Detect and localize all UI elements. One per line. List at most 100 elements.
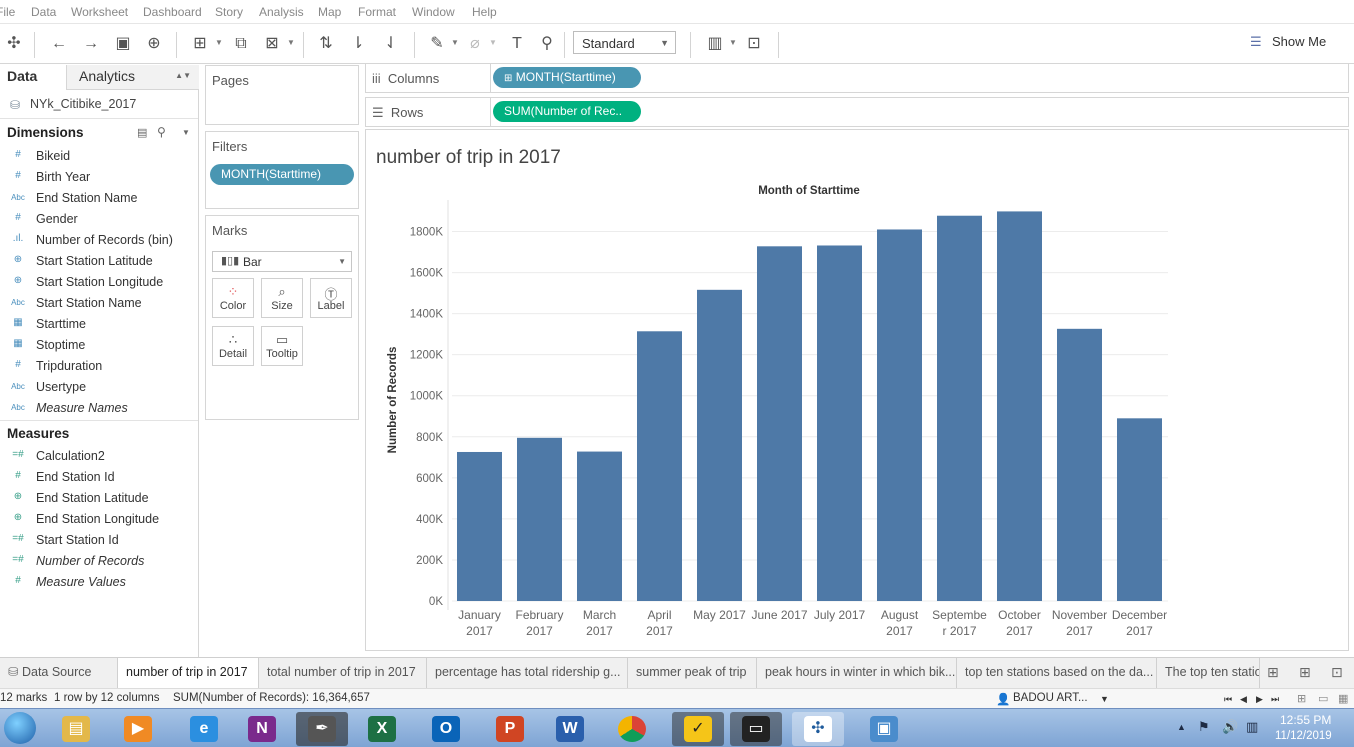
duplicate-sheet-icon[interactable]: ⧉ xyxy=(235,35,247,52)
field-item[interactable]: Abc Measure Names xyxy=(0,398,198,419)
bar[interactable] xyxy=(997,211,1042,601)
highlight-icon[interactable]: ✎ xyxy=(430,35,444,52)
taskbar-excel[interactable]: X xyxy=(356,712,408,746)
field-item[interactable]: ⊕ End Station Latitude xyxy=(0,488,198,509)
taskbar-norton[interactable]: ✓ xyxy=(672,712,724,746)
bar[interactable] xyxy=(757,246,802,601)
field-item[interactable]: .ıl. Number of Records (bin) xyxy=(0,230,198,251)
field-item[interactable]: # Birth Year xyxy=(0,167,198,188)
bar[interactable] xyxy=(1057,328,1102,601)
mark-type-select[interactable]: ▮▯▮ Bar ▼ xyxy=(212,251,352,272)
clear-sheet-icon[interactable]: ⊠ xyxy=(265,35,279,52)
new-story-icon[interactable]: ⊡ xyxy=(1331,664,1343,680)
tooltip-button[interactable]: ▭ Tooltip xyxy=(261,326,303,366)
pages-card[interactable]: Pages xyxy=(205,65,359,125)
start-button[interactable] xyxy=(0,710,40,746)
tab-data[interactable]: Data xyxy=(0,65,66,90)
columns-pill[interactable]: ⊞ MONTH(Starttime) xyxy=(493,67,641,88)
volume-icon[interactable]: 🔊 xyxy=(1222,719,1239,734)
undo-icon[interactable]: ← xyxy=(51,35,67,52)
field-item[interactable]: =# Start Station Id xyxy=(0,530,198,551)
field-item[interactable]: =# Calculation2 xyxy=(0,446,198,467)
taskbar-tool[interactable]: ✒ xyxy=(296,712,348,746)
taskbar-outlook[interactable]: O xyxy=(420,712,472,746)
bar[interactable] xyxy=(457,451,502,601)
next-page-icon[interactable]: ▶ xyxy=(1256,694,1263,704)
search-icon[interactable]: ⚲ xyxy=(157,125,166,139)
chevron-down-icon[interactable]: ▼ xyxy=(1100,694,1109,704)
columns-shelf[interactable]: iii Columns ⊞ MONTH(Starttime) xyxy=(365,63,1349,93)
bar[interactable] xyxy=(637,331,682,601)
size-button[interactable]: ⌕ Size xyxy=(261,278,303,318)
datasource-row[interactable]: ⛁ NYk_Citibike_2017 xyxy=(0,90,198,119)
show-labels-icon[interactable]: T xyxy=(512,35,522,52)
label-button[interactable]: Ⓣ Label xyxy=(310,278,352,318)
menu-item-story[interactable]: Story xyxy=(215,5,244,19)
filter-pill[interactable]: MONTH(Starttime) xyxy=(210,164,354,185)
first-page-icon[interactable]: ⏮ xyxy=(1224,694,1233,704)
sheet-tab-active[interactable]: number of trip in 2017 xyxy=(118,658,259,688)
menu-item-map[interactable]: Map xyxy=(318,5,342,19)
sheet-tab[interactable]: The top ten statio xyxy=(1157,658,1260,688)
field-item[interactable]: ⊕ End Station Longitude xyxy=(0,509,198,530)
menu-item-file[interactable]: File xyxy=(0,5,16,19)
field-item[interactable]: # Measure Values xyxy=(0,572,198,593)
menu-item-worksheet[interactable]: Worksheet xyxy=(71,5,129,19)
field-item[interactable]: ▦ Starttime xyxy=(0,314,198,335)
menu-item-dashboard[interactable]: Dashboard xyxy=(143,5,202,19)
taskbar-onenote[interactable]: N xyxy=(236,712,288,746)
taskbar-chrome[interactable] xyxy=(606,712,658,746)
new-datasource-icon[interactable]: ⊕ xyxy=(147,35,161,52)
rows-shelf[interactable]: ☰ Rows SUM(Number of Rec.. xyxy=(365,97,1349,127)
filmstrip-icon[interactable]: ▭ xyxy=(1318,693,1329,705)
field-item[interactable]: ▦ Stoptime xyxy=(0,335,198,356)
sheet-tab[interactable]: percentage has total ridership g... xyxy=(427,658,628,688)
menu-item-data[interactable]: Data xyxy=(31,5,57,19)
network-icon[interactable]: ▥ xyxy=(1246,719,1259,734)
field-item[interactable]: ⊕ Start Station Longitude xyxy=(0,272,198,293)
filters-card[interactable]: Filters MONTH(Starttime) xyxy=(205,131,359,209)
menu-item-help[interactable]: Help xyxy=(472,5,497,19)
field-item[interactable]: Abc End Station Name xyxy=(0,188,198,209)
pin-icon[interactable]: ⚲ xyxy=(541,35,553,52)
bar[interactable] xyxy=(697,289,742,601)
taskbar-media[interactable]: ▶ xyxy=(112,712,164,746)
taskbar-explorer[interactable]: ▤ xyxy=(50,712,102,746)
field-item[interactable]: # Tripduration xyxy=(0,356,198,377)
field-item[interactable]: =# Number of Records xyxy=(0,551,198,572)
taskbar-powerpoint[interactable]: P xyxy=(484,712,536,746)
swap-icon[interactable]: ⇅ xyxy=(319,35,333,52)
sheet-tab[interactable]: peak hours in winter in which bik... xyxy=(757,658,957,688)
sheet-tab[interactable]: total number of trip in 2017 xyxy=(259,658,427,688)
bar[interactable] xyxy=(877,229,922,601)
presentation-icon[interactable]: ⊡ xyxy=(747,35,761,52)
menu-item-analysis[interactable]: Analysis xyxy=(259,5,304,19)
chevron-down-icon[interactable]: ▼ xyxy=(182,128,190,137)
color-button[interactable]: ⁘ Color xyxy=(212,278,254,318)
field-item[interactable]: ⊕ Start Station Latitude xyxy=(0,251,198,272)
field-item[interactable]: Abc Usertype xyxy=(0,377,198,398)
new-dashboard-icon[interactable]: ⊞ xyxy=(1299,664,1311,680)
bar[interactable] xyxy=(517,437,562,601)
detail-button[interactable]: ∴ Detail xyxy=(212,326,254,366)
fit-select[interactable]: Standard ▼ xyxy=(573,31,676,54)
new-worksheet-icon[interactable]: ⊞ xyxy=(193,35,207,52)
bar[interactable] xyxy=(817,245,862,602)
taskbar-word[interactable]: W xyxy=(544,712,596,746)
menu-item-format[interactable]: Format xyxy=(358,5,397,19)
clock-time[interactable]: 12:55 PM xyxy=(1280,713,1332,727)
bar[interactable] xyxy=(577,451,622,601)
clock-date[interactable]: 11/12/2019 xyxy=(1275,730,1332,742)
new-worksheet-icon[interactable]: ⊞ xyxy=(1267,664,1279,680)
tray-expand-icon[interactable]: ▲ xyxy=(1177,722,1186,732)
rows-pill[interactable]: SUM(Number of Rec.. xyxy=(493,101,641,122)
sort-descending-icon[interactable]: ⇃ xyxy=(384,35,398,52)
tableau-logo-icon[interactable]: ✣ xyxy=(7,35,21,52)
sheet-tab[interactable]: top ten stations based on the da... xyxy=(957,658,1157,688)
tab-analytics[interactable]: Analytics ▲▼ xyxy=(66,65,199,90)
flag-icon[interactable]: ⚑ xyxy=(1198,719,1210,734)
taskbar-cmd[interactable]: ▭ xyxy=(730,712,782,746)
save-icon[interactable]: ▣ xyxy=(115,35,131,52)
redo-icon[interactable]: → xyxy=(83,35,99,52)
field-item[interactable]: # End Station Id xyxy=(0,467,198,488)
